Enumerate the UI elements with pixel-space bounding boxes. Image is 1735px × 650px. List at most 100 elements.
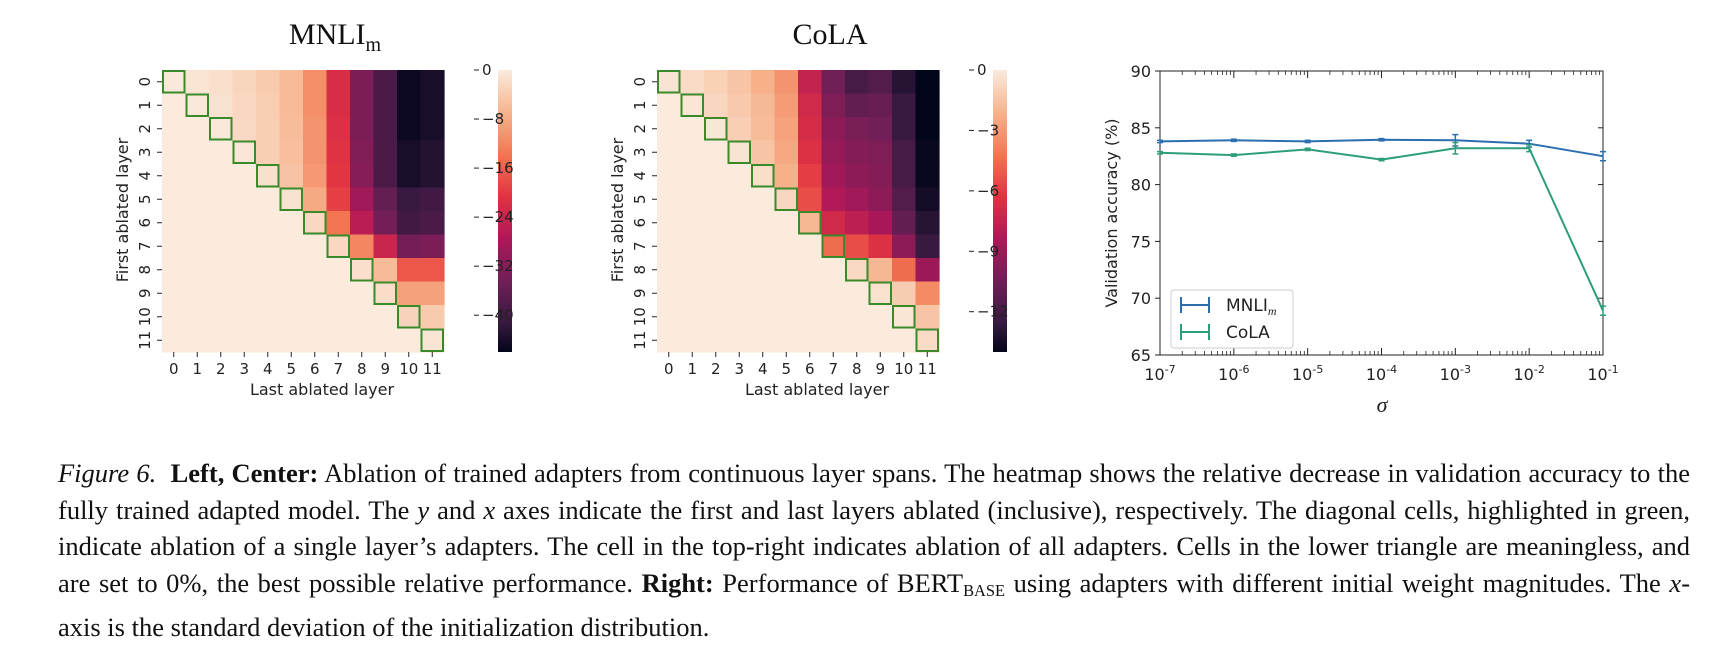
heatmap-cell-r6-c11 <box>420 211 445 236</box>
caption-and: and <box>437 494 476 525</box>
heatmap-cell-r9-c8 <box>350 281 375 306</box>
y-tick-label-4: 85 <box>1131 119 1151 138</box>
legend-cola-marker <box>1180 324 1210 340</box>
diagonal-highlight-cell-0 <box>162 70 186 94</box>
heatmap-cell-r11-c8 <box>350 328 375 353</box>
x-tick-label-base: 10 <box>1366 365 1386 384</box>
heatmap-cell-r8-c11 <box>420 258 445 283</box>
x-tick-label-exponent: -1 <box>1608 363 1619 376</box>
heatmap-cell-r5-c9 <box>868 187 893 212</box>
heatmap-cell-r2-c0 <box>162 117 187 142</box>
heatmap-cell-r8-c6 <box>798 258 823 283</box>
heatmap-cell-r11-c10 <box>397 328 422 353</box>
heatmap-cell-r0-c0 <box>162 70 187 95</box>
y-tick-label-8: 8 <box>631 265 649 275</box>
heatmap-cell-r4-c0 <box>162 164 187 189</box>
line-chart-minor-ticks <box>1181 71 1601 355</box>
heatmap-cell-r6-c3 <box>232 211 257 236</box>
x-tick-label-3: 3 <box>239 360 249 378</box>
heatmap-cell-r5-c5 <box>774 187 799 212</box>
heatmap-cell-r10-c3 <box>232 305 257 330</box>
heatmap-cell-r9-c0 <box>162 281 187 306</box>
diagonal-highlight-cell-4 <box>751 164 775 188</box>
heatmap-cell-r10-c2 <box>209 305 234 330</box>
heatmap-cell-r3-c3 <box>232 140 257 165</box>
heatmap-cell-r11-c3 <box>727 328 752 353</box>
heatmap-cell-r0-c4 <box>751 70 776 95</box>
heatmap-cell-r6-c1 <box>185 211 210 236</box>
x-tick-label-3: 10-4 <box>1366 363 1397 384</box>
line-chart-xticks: 10-7 10-6 10-5 10-4 10-3 10-2 10-1 <box>1144 71 1619 384</box>
heatmap-cell-r9-c0 <box>657 281 682 306</box>
heatmap-cell-r0-c5 <box>774 70 799 95</box>
heatmap-cell-r11-c1 <box>680 328 705 353</box>
colorbar-tick-label-3: −24 <box>482 208 514 226</box>
heatmap-cell-r8-c10 <box>397 258 422 283</box>
heatmap-cell-r7-c0 <box>162 234 187 259</box>
heatmap-cell-r7-c4 <box>751 234 776 259</box>
y-tick-label-4: 4 <box>631 171 649 181</box>
x-tick-label-base: 10 <box>1514 365 1534 384</box>
y-tick-label-10: 10 <box>631 307 649 326</box>
heatmap-cell-r0-c10 <box>892 70 917 95</box>
heatmap-cola-diagonal <box>657 70 939 352</box>
heatmap-cell-r10-c0 <box>657 305 682 330</box>
heatmap-cell-r7-c9 <box>868 234 893 259</box>
heatmap-cell-r6-c6 <box>303 211 328 236</box>
diagonal-highlight-cell-1 <box>680 93 704 117</box>
heatmap-cell-r0-c9 <box>868 70 893 95</box>
legend-mnli-label: MNLIm <box>1226 296 1277 318</box>
diagonal-highlight-cell-11 <box>915 328 939 352</box>
heatmap-cell-r10-c3 <box>727 305 752 330</box>
x-tick-label-base: 10 <box>1292 365 1312 384</box>
heatmap-cell-r7-c7 <box>326 234 351 259</box>
heatmap-cell-r9-c10 <box>397 281 422 306</box>
heatmap-cell-r4-c1 <box>680 164 705 189</box>
heatmap-cell-r7-c7 <box>821 234 846 259</box>
heatmap-cell-r4-c1 <box>185 164 210 189</box>
heatmap-cell-r6-c9 <box>868 211 893 236</box>
x-tick-label-base: 10 <box>1440 365 1460 384</box>
diagonal-highlight-cell-9 <box>373 281 397 305</box>
heatmap-cell-r9-c3 <box>727 281 752 306</box>
y-tick-label-1: 70 <box>1131 289 1151 308</box>
heatmap-cell-r10-c6 <box>798 305 823 330</box>
line-chart-yticks: 65 70 75 80 85 90 <box>1131 62 1603 365</box>
heatmap-cell-r8-c4 <box>256 258 281 283</box>
caption-right-label: Right: <box>641 567 714 598</box>
heatmap-cell-r3-c8 <box>845 140 870 165</box>
heatmap-mnli-yticks: 0 1 2 3 4 5 6 7 8 9 10 11 <box>136 77 162 350</box>
x-tick-label-4: 10-3 <box>1440 363 1471 384</box>
heatmap-cell-r6-c3 <box>727 211 752 236</box>
caption-y-var: y <box>417 494 430 525</box>
heatmap-cell-r1-c3 <box>727 93 752 118</box>
x-tick-label-9: 9 <box>875 360 885 378</box>
line-chart-ylabel: Validation accuracy (%) <box>1102 118 1121 307</box>
heatmap-cell-r0-c2 <box>209 70 234 95</box>
x-tick-label-5: 5 <box>781 360 791 378</box>
x-tick-label-10: 10 <box>894 360 913 378</box>
heatmap-cell-r3-c0 <box>162 140 187 165</box>
heatmap-cell-r9-c1 <box>185 281 210 306</box>
heatmap-cell-r4-c7 <box>326 164 351 189</box>
heatmap-cell-r2-c9 <box>868 117 893 142</box>
heatmap-cell-r5-c5 <box>279 187 304 212</box>
heatmap-cell-r1-c10 <box>397 93 422 118</box>
heatmap-cell-r7-c8 <box>350 234 375 259</box>
heatmap-cell-r4-c3 <box>232 164 257 189</box>
heatmap-cell-r7-c0 <box>657 234 682 259</box>
heatmap-cell-r6-c0 <box>657 211 682 236</box>
heatmap-cell-r5-c4 <box>751 187 776 212</box>
heatmap-cell-r3-c6 <box>303 140 328 165</box>
heatmap-cell-r3-c8 <box>350 140 375 165</box>
heatmap-cell-r7-c10 <box>397 234 422 259</box>
caption-text2: axes indicate the first and last layers … <box>58 494 1691 598</box>
x-tick-label-11: 11 <box>423 360 442 378</box>
heatmap-cell-r4-c11 <box>420 164 445 189</box>
y-tick-label-6: 6 <box>136 218 154 228</box>
line-chart-series <box>1157 133 1606 316</box>
heatmap-cell-r11-c4 <box>256 328 281 353</box>
x-tick-label-4: 4 <box>263 360 273 378</box>
heatmap-cell-r2-c7 <box>326 117 351 142</box>
